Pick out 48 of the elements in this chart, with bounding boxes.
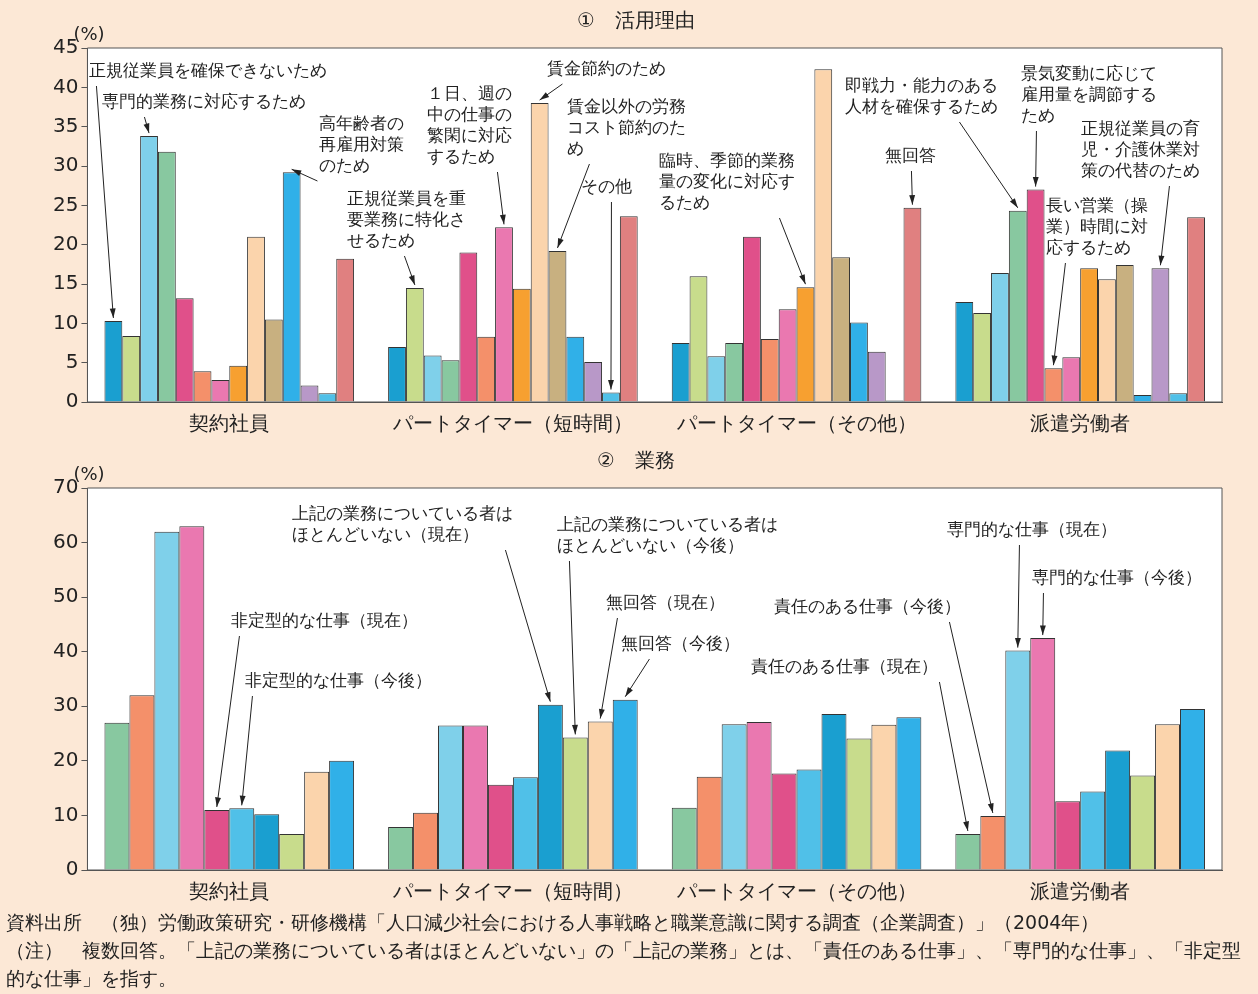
y-tick-label: 10 — [53, 309, 79, 334]
text: 即戦力・能力のある人材を確保するため — [845, 74, 999, 116]
y-tick-label: 30 — [53, 692, 79, 717]
text: 無回答（現在） — [606, 591, 726, 612]
text: 責任のある仕事（今後） — [774, 595, 962, 616]
y-tick-label: 50 — [53, 583, 79, 608]
text: 長い営業（操業）時間に対応するため — [1046, 194, 1149, 257]
y-tick-label: 35 — [53, 112, 79, 137]
text: 正規従業員を重要業務に特化させるため — [347, 187, 467, 250]
chart-title: ② 業務 — [597, 448, 675, 473]
text: 無回答 — [885, 144, 937, 165]
x-tick-label: 契約社員 — [189, 879, 270, 904]
y-tick-label: 40 — [53, 637, 79, 662]
y-tick-label: 0 — [65, 856, 79, 881]
x-tick-label: パートタイマー（短時間） — [391, 879, 633, 904]
text: １日、週の中の仕事の繁閑に対応するため — [427, 82, 513, 166]
y-tick-label: 60 — [53, 528, 79, 553]
y-tick-label: 25 — [53, 191, 79, 216]
y-tick-label: 15 — [53, 270, 79, 295]
x-tick-label: 派遣労働者 — [1030, 411, 1131, 436]
text: 上記の業務についている者はほとんどいない（現在） — [292, 502, 514, 544]
x-tick-label: 契約社員 — [189, 411, 270, 436]
y-tick-label: 0 — [65, 388, 79, 413]
text: 非定型的な仕事（現在） — [231, 609, 419, 630]
text: 非定型的な仕事（今後） — [245, 669, 433, 690]
text: （注） 複数回答。「上記の業務についている者はほとんどいない」の「上記の業務」とは、「責任のある仕事」、「専門的な仕事」、「非定型的な仕事」を指す。 — [5, 938, 1242, 991]
text: 資料出所 （独）労働政策研究・研修機構「人口減少社会における人事戦略と職業意識に関する調査（企業調査）」（2004年） — [5, 910, 1101, 935]
text: 専門的な仕事（現在） — [947, 518, 1118, 539]
x-tick-label: 派遣労働者 — [1030, 879, 1131, 904]
y-tick-label: 30 — [53, 152, 79, 177]
chart-title: ① 活用理由 — [577, 8, 695, 33]
text: 専門的な仕事（今後） — [1032, 566, 1203, 587]
y-tick-label: 20 — [53, 747, 79, 772]
series-label: 高年齢者の再雇用対策のため — [319, 112, 405, 175]
x-tick-label: パートタイマー（短時間） — [391, 411, 633, 436]
text: 無回答（今後） — [621, 632, 741, 653]
text: 上記の業務についている者はほとんどいない（今後） — [557, 513, 779, 555]
text: その他 — [581, 175, 633, 196]
text: 正規従業員を確保できないため — [89, 59, 328, 80]
y-tick-label: 10 — [53, 801, 79, 826]
x-tick-label: パートタイマー（その他） — [675, 411, 917, 436]
x-tick-label: パートタイマー（その他） — [675, 879, 917, 904]
text: 専門的業務に対応するため — [102, 90, 307, 111]
series-label: 賃金節約のため — [547, 57, 667, 78]
y-tick-label: 5 — [65, 348, 79, 373]
text: 責任のある仕事（現在） — [751, 655, 939, 676]
y-tick-label: 20 — [53, 230, 79, 255]
y-tick-label: 40 — [53, 73, 79, 98]
